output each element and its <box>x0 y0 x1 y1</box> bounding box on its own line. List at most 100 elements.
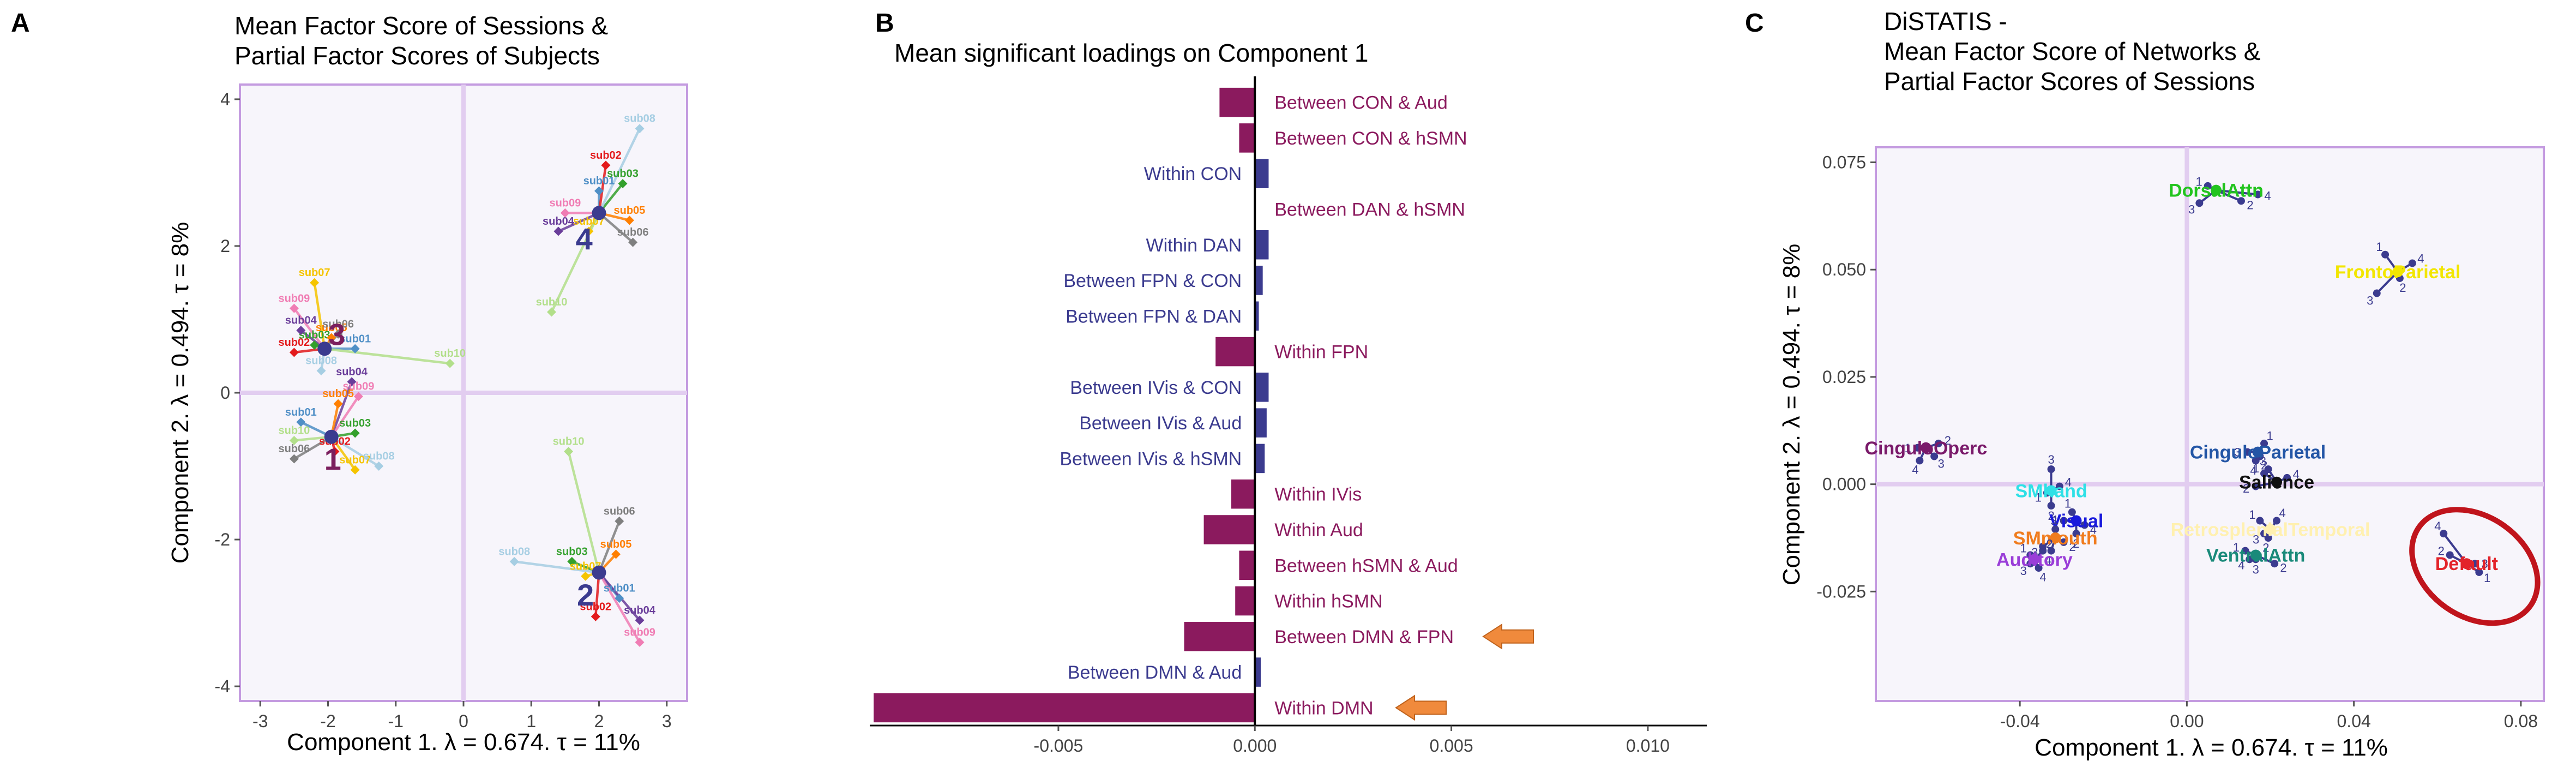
session-number: 4 <box>2293 468 2300 481</box>
panel-a-partial-factor-scores: Mean Factor Score of Sessions & Partial … <box>167 11 688 756</box>
subject-label: sub04 <box>543 215 575 227</box>
session-number: 4 <box>1912 463 1918 477</box>
subject-label: sub02 <box>580 601 611 613</box>
subject-label: sub09 <box>549 197 581 209</box>
network-center-point <box>1920 442 1931 453</box>
session-number: 4 <box>2250 464 2256 477</box>
partial-score-point <box>611 549 621 559</box>
partial-score-line <box>330 381 353 438</box>
network-label: Auditory <box>1996 549 2073 570</box>
session-line <box>2216 189 2258 196</box>
panel-b-axes: -0.005 0.000 0.005 0.010 <box>870 76 1707 756</box>
session-number: 2 <box>2047 537 2053 551</box>
network-center-point <box>2045 485 2057 496</box>
loading-bar <box>1255 444 1265 474</box>
session-number: 1 <box>2484 571 2490 585</box>
session-number: 3 <box>2253 532 2259 546</box>
session-number: 4 <box>2264 189 2271 202</box>
partial-score-line <box>330 396 360 438</box>
bar-label: Within DAN <box>1146 235 1242 256</box>
session-point <box>2271 560 2279 568</box>
panel-c-plot-area <box>1875 146 2545 702</box>
highlight-arrow <box>1482 623 1534 650</box>
session-center-point <box>592 565 606 580</box>
session-number: 4 <box>2065 475 2072 489</box>
loading-bar <box>1255 408 1267 438</box>
x-tick-label: -0.005 <box>1034 736 1084 756</box>
session-number: 3 <box>2253 562 2259 576</box>
panel-b-loadings-bar-chart: Mean significant loadings on Component 1… <box>870 39 1707 756</box>
session-number: 4 <box>2279 506 2285 520</box>
subject-label: sub08 <box>363 451 395 463</box>
loading-bar <box>1231 479 1255 509</box>
network-center-point <box>2461 558 2472 570</box>
session-point <box>2055 482 2063 490</box>
x-tick-label: 0.005 <box>1430 736 1473 756</box>
subject-label: sub03 <box>339 417 371 429</box>
partial-score-point <box>591 612 600 621</box>
loading-bar <box>1215 337 1255 367</box>
subject-label: sub03 <box>607 168 639 180</box>
subject-label: sub10 <box>536 296 568 308</box>
partial-score-point <box>581 571 591 581</box>
panel-c-axes: -0.04 0.00 0.04 0.08 -0.025 0.000 0.025 0.050 0.… <box>1816 153 2538 731</box>
partial-score-line <box>293 435 332 460</box>
subject-label: sub10 <box>553 436 585 448</box>
loading-bar <box>1235 586 1255 616</box>
bar-label: Between CON & Aud <box>1274 93 1448 113</box>
subject-label: sub04 <box>285 315 317 327</box>
partial-score-point <box>350 344 360 353</box>
session-label: 1 <box>324 442 341 476</box>
partial-score-point <box>635 637 645 647</box>
loading-bar <box>1203 515 1255 544</box>
session-point <box>2440 530 2448 538</box>
panel-c-title-line2: Mean Factor Score of Networks & <box>1884 37 2260 65</box>
session-number: 1 <box>2253 462 2259 475</box>
session-number: 4 <box>2417 251 2424 265</box>
bar-label: Within Aud <box>1274 520 1363 541</box>
session-number: 1 <box>2249 508 2255 522</box>
x-tick-label: 0.000 <box>1233 736 1277 756</box>
subject-label: sub06 <box>604 505 635 517</box>
session-point <box>2283 474 2291 482</box>
session-point <box>2047 547 2055 555</box>
y-tick-label: -2 <box>215 530 230 549</box>
subject-label: sub09 <box>624 626 655 638</box>
x-tick-label: -2 <box>320 711 335 731</box>
session-number: 2 <box>2073 537 2079 550</box>
subject-label: sub01 <box>285 406 317 418</box>
partial-score-point <box>296 326 306 335</box>
session-point <box>2241 547 2249 555</box>
session-center-point <box>592 206 606 220</box>
session-point <box>1930 452 1939 460</box>
session-point <box>2256 517 2264 525</box>
session-number: 1 <box>2233 541 2240 554</box>
loading-bar <box>1255 301 1259 331</box>
session-label: 3 <box>328 317 345 351</box>
bar-label: Between IVis & hSMN <box>1060 448 1242 469</box>
partial-score-point <box>564 447 574 457</box>
partial-score-point <box>333 329 343 339</box>
session-number: 4 <box>2238 559 2244 572</box>
panel-c-origin-lines <box>1876 147 2544 701</box>
panel-c-marks: 1234DorsalAttn1234FrontoParietal1234Cing… <box>1864 175 2541 626</box>
session-number: 4 <box>2090 523 2097 537</box>
subject-label: sub08 <box>624 113 655 125</box>
loading-bar <box>1255 159 1269 188</box>
panel-c-x-label: Component 1. λ = 0.674. τ = 11% <box>2035 734 2388 761</box>
session-number: 1 <box>2196 175 2202 189</box>
partial-score-point <box>289 303 299 313</box>
loading-bar <box>1184 622 1255 651</box>
subject-label: sub10 <box>434 347 466 359</box>
y-tick-label: 2 <box>220 236 230 256</box>
bar-label: Between DAN & hSMN <box>1274 199 1465 220</box>
partial-score-line <box>567 451 600 573</box>
session-number: 3 <box>1938 457 1945 470</box>
partial-score-point <box>289 347 299 357</box>
network-center-point <box>2029 554 2040 565</box>
y-tick-label: 0.075 <box>1822 153 1866 172</box>
bar-label: Within IVis <box>1274 484 1362 505</box>
network-label: SMmouth <box>2013 528 2098 549</box>
panel-b-marks: Between CON & Aud Between CON & hSMN Withi… <box>874 87 1534 723</box>
panel-a-y-label: Component 2. λ = 0.494. τ = 8% <box>167 222 194 564</box>
